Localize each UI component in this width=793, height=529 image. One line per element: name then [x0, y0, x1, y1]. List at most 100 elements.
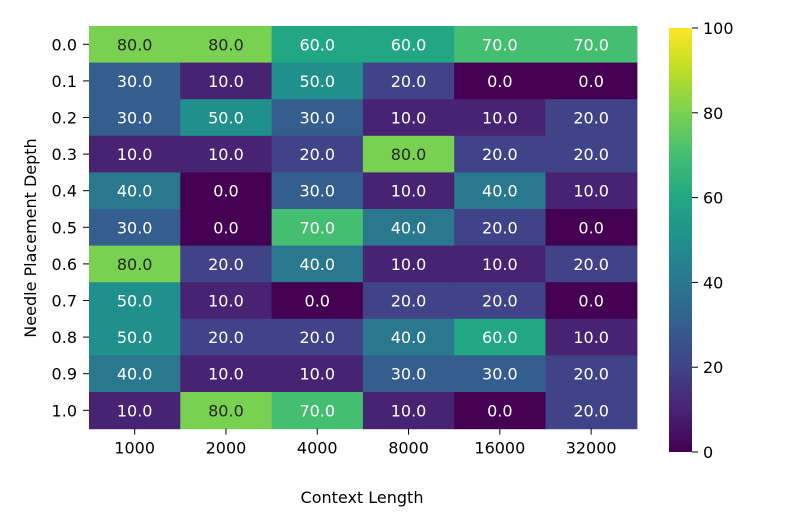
heatmap-cell — [454, 99, 547, 137]
cell-value-label: 10.0 — [482, 109, 518, 128]
cell-value-label: 80.0 — [208, 401, 244, 420]
heatmap-cell — [362, 26, 455, 64]
colorbar — [669, 28, 692, 452]
cell-value-label: 20.0 — [573, 109, 609, 128]
heatmap-cell — [89, 318, 181, 356]
heatmap-cell — [271, 392, 364, 430]
y-tick-label: 0.1 — [52, 72, 77, 91]
colorbar-tick-label: 100 — [703, 19, 734, 38]
y-tick-label: 0.4 — [52, 182, 77, 201]
cell-value-label: 0.0 — [305, 292, 330, 311]
cell-value-label: 80.0 — [391, 145, 427, 164]
y-tick-label: 0.2 — [52, 109, 77, 128]
cell-value-label: 60.0 — [482, 328, 518, 347]
x-tick-label: 2000 — [206, 439, 247, 458]
cell-value-label: 20.0 — [299, 145, 335, 164]
cell-value-label: 10.0 — [391, 255, 427, 274]
heatmap-cell — [454, 209, 547, 247]
cell-value-label: 80.0 — [117, 255, 153, 274]
heatmap-cell — [362, 99, 455, 137]
cell-value-label: 10.0 — [391, 182, 427, 201]
cell-value-label: 80.0 — [117, 35, 153, 54]
cell-value-label: 50.0 — [117, 292, 153, 311]
heatmap-cell — [545, 282, 638, 320]
x-axis-ticks: 1000 2000 4000 8000 16000 32000 — [114, 428, 617, 458]
cell-value-label: 50.0 — [208, 109, 244, 128]
y-tick-label: 0.0 — [52, 35, 77, 54]
cell-value-label: 20.0 — [573, 145, 609, 164]
cell-value-label: 10.0 — [391, 109, 427, 128]
heatmap-cell — [545, 355, 638, 393]
heatmap-cell — [362, 62, 455, 100]
heatmap-cell — [89, 209, 181, 247]
y-axis-title: Needle Placement Depth — [21, 138, 40, 337]
heatmap-cell — [89, 135, 181, 173]
cell-value-label: 50.0 — [299, 72, 335, 91]
cell-value-label: 40.0 — [391, 218, 427, 237]
heatmap-cell — [271, 172, 364, 210]
heatmap-cell — [362, 172, 455, 210]
heatmap-cell — [454, 172, 547, 210]
heatmap-cell — [545, 392, 638, 430]
colorbar-tick-label: 80 — [703, 104, 723, 123]
x-tick-label: 8000 — [388, 439, 429, 458]
heatmap-cell — [362, 392, 455, 430]
heatmap-cell — [180, 26, 273, 64]
heatmap-cell — [454, 355, 547, 393]
heatmap-cell — [454, 62, 547, 100]
cell-value-label: 30.0 — [299, 109, 335, 128]
cell-value-label: 40.0 — [299, 255, 335, 274]
cell-value-label: 10.0 — [117, 401, 153, 420]
heatmap-cell-labels: 80.0 80.0 60.0 60.0 70.0 70.0 30.0 10.0 50.0 20.0… — [117, 35, 609, 420]
heatmap-cell — [545, 26, 638, 64]
cell-value-label: 0.0 — [213, 182, 238, 201]
cell-value-label: 10.0 — [208, 145, 244, 164]
cell-value-label: 10.0 — [391, 401, 427, 420]
heatmap-cell — [89, 392, 181, 430]
cell-value-label: 30.0 — [117, 218, 153, 237]
colorbar-ticks: 0 20 40 60 80 100 — [692, 19, 734, 462]
colorbar-tick-label: 60 — [703, 189, 723, 208]
y-tick-label: 0.3 — [52, 145, 77, 164]
cell-value-label: 0.0 — [578, 218, 603, 237]
heatmap-cell — [362, 245, 455, 283]
cell-value-label: 20.0 — [208, 328, 244, 347]
cell-value-label: 20.0 — [299, 328, 335, 347]
x-tick-label: 32000 — [566, 439, 617, 458]
heatmap-cell — [454, 392, 547, 430]
heatmap-cell — [271, 99, 364, 137]
colorbar-tick-label: 20 — [703, 358, 723, 377]
heatmap-cell — [271, 282, 364, 320]
heatmap-cell — [545, 135, 638, 173]
cell-value-label: 40.0 — [117, 365, 153, 384]
heatmap-cell — [545, 209, 638, 247]
x-axis-title: Context Length — [301, 488, 424, 507]
heatmap-cells — [89, 26, 638, 430]
x-tick-label: 1000 — [114, 439, 155, 458]
heatmap-cell — [271, 245, 364, 283]
cell-value-label: 0.0 — [578, 72, 603, 91]
heatmap-cell — [180, 135, 273, 173]
y-tick-label: 0.8 — [52, 328, 77, 347]
heatmap-cell — [180, 172, 273, 210]
cell-value-label: 70.0 — [299, 401, 335, 420]
cell-value-label: 20.0 — [573, 255, 609, 274]
heatmap-cell — [545, 172, 638, 210]
heatmap-cell — [180, 62, 273, 100]
colorbar-tick-label: 40 — [703, 273, 723, 292]
cell-value-label: 60.0 — [299, 35, 335, 54]
cell-value-label: 0.0 — [487, 72, 512, 91]
x-tick-label: 16000 — [474, 439, 525, 458]
cell-value-label: 30.0 — [391, 365, 427, 384]
heatmap-cell — [89, 245, 181, 283]
colorbar-tick-label: 0 — [703, 443, 713, 462]
cell-value-label: 20.0 — [482, 292, 518, 311]
y-tick-label: 1.0 — [52, 401, 77, 420]
heatmap-cell — [89, 355, 181, 393]
heatmap-cell — [271, 318, 364, 356]
y-tick-label: 0.7 — [52, 292, 77, 311]
cell-value-label: 50.0 — [117, 328, 153, 347]
cell-value-label: 40.0 — [117, 182, 153, 201]
heatmap-cell — [180, 318, 273, 356]
heatmap-cell — [180, 282, 273, 320]
